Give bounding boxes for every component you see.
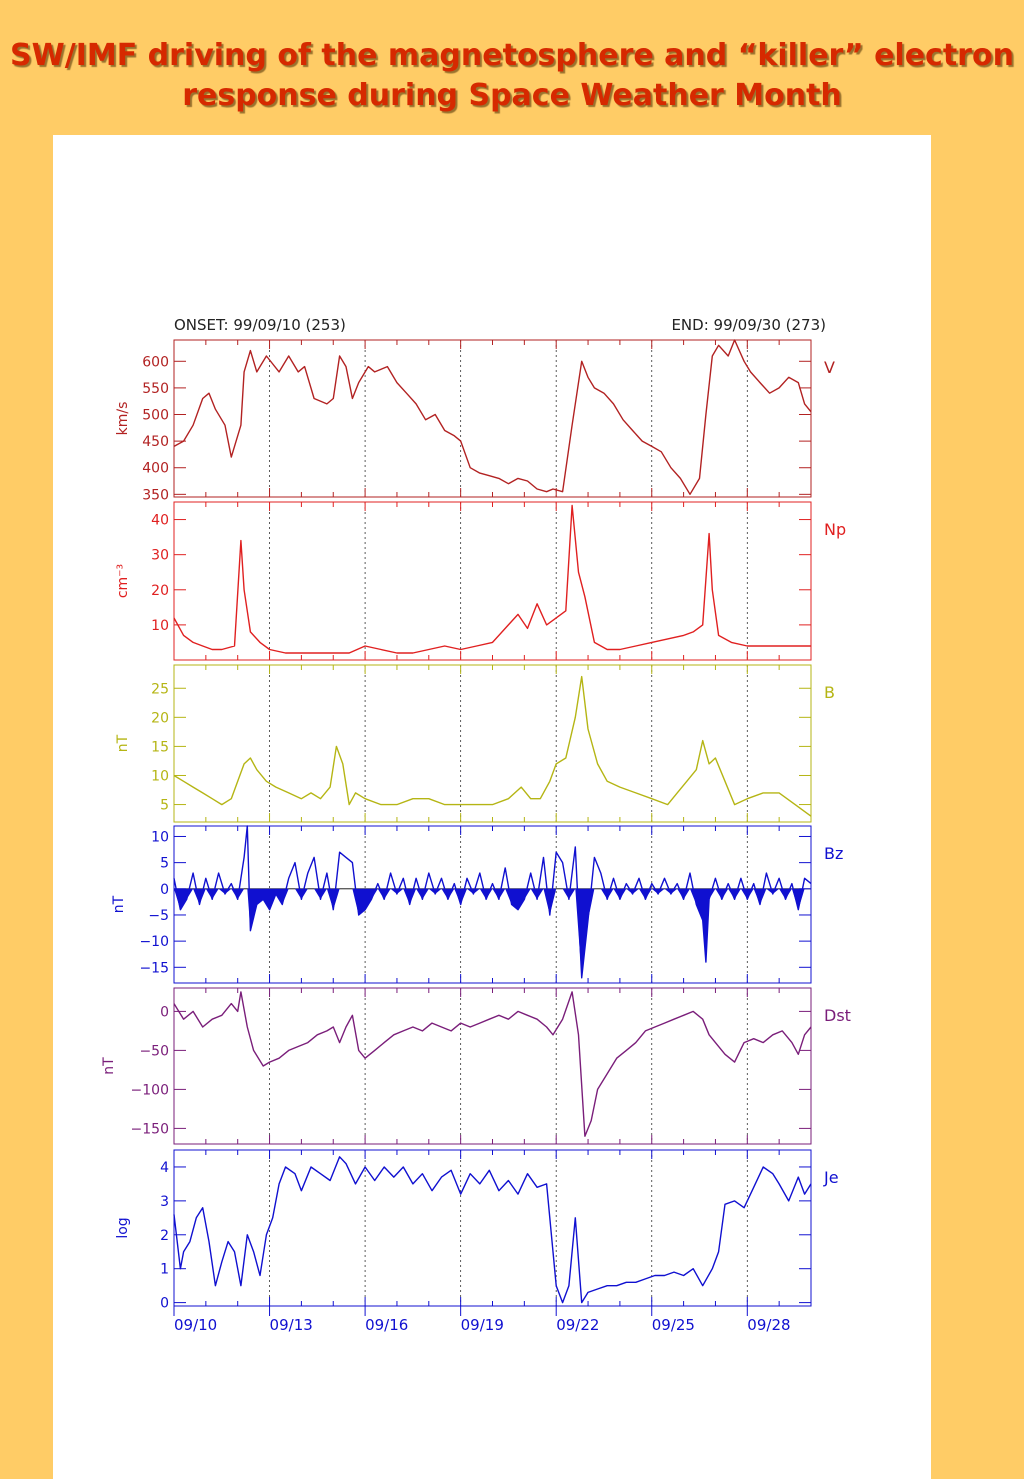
y-tick-label-V: 500 bbox=[142, 408, 169, 424]
y-tick-label-Np: 40 bbox=[151, 513, 169, 529]
title-line-1: SW/IMF driving of the magnetosphere and … bbox=[10, 38, 1014, 73]
y-axis-label-V: km/s bbox=[115, 402, 131, 436]
y-axis-label-Dst: nT bbox=[101, 1057, 117, 1075]
series-line-Bz bbox=[173, 825, 812, 979]
y-tick-label-Dst: −100 bbox=[131, 1082, 169, 1098]
y-tick-label-Bz: 0 bbox=[160, 882, 169, 898]
y-axis-label-B: nT bbox=[115, 734, 131, 752]
y-tick-label-Np: 20 bbox=[151, 583, 169, 599]
y-tick-label-V: 400 bbox=[142, 461, 169, 477]
panel-frame-Np bbox=[173, 501, 812, 661]
y-axis-label-Je: log bbox=[115, 1217, 131, 1238]
y-tick-label-Bz: −5 bbox=[148, 908, 169, 924]
panel-frame-Dst bbox=[173, 987, 812, 1145]
y-axis-label-Np: cm⁻³ bbox=[115, 564, 131, 598]
y-tick-label-B: 20 bbox=[151, 710, 169, 726]
y-tick-label-B: 15 bbox=[151, 739, 169, 755]
x-tick-label: 09/16 bbox=[365, 1316, 408, 1334]
series-name-Bz: Bz bbox=[824, 844, 843, 863]
x-tick-label: 09/13 bbox=[270, 1316, 313, 1334]
x-tick-label: 09/19 bbox=[461, 1316, 504, 1334]
y-tick-label-Bz: −10 bbox=[139, 934, 169, 950]
y-tick-label-B: 10 bbox=[151, 768, 169, 784]
y-tick-label-Bz: 10 bbox=[151, 829, 169, 845]
series-line-Np bbox=[173, 504, 811, 654]
y-tick-label-V: 600 bbox=[142, 354, 169, 370]
page-title: SW/IMF driving of the magnetosphere and … bbox=[0, 36, 1024, 116]
series-name-Je: Je bbox=[823, 1168, 839, 1187]
y-tick-label-Bz: −15 bbox=[139, 960, 169, 976]
x-tick-label: 09/25 bbox=[652, 1316, 695, 1334]
x-tick-label: 09/28 bbox=[747, 1316, 790, 1334]
x-tick-label: 09/10 bbox=[174, 1316, 217, 1334]
series-name-B: B bbox=[824, 683, 835, 702]
y-tick-label-Dst: −50 bbox=[139, 1043, 169, 1059]
y-tick-label-Np: 30 bbox=[151, 548, 169, 564]
y-tick-label-B: 25 bbox=[151, 681, 169, 697]
series-fill-Bz bbox=[174, 888, 811, 978]
y-tick-label-V: 350 bbox=[142, 487, 169, 503]
figure-panel bbox=[53, 135, 931, 1479]
y-tick-label-Je: 3 bbox=[160, 1194, 169, 1210]
y-tick-label-Je: 1 bbox=[160, 1262, 169, 1278]
y-axis-label-Bz: nT bbox=[111, 895, 127, 913]
y-tick-label-V: 550 bbox=[142, 381, 169, 397]
panel-frame-V bbox=[173, 339, 812, 498]
y-tick-label-Dst: 0 bbox=[160, 1004, 169, 1020]
y-tick-label-Je: 4 bbox=[160, 1160, 169, 1176]
y-tick-label-Dst: −150 bbox=[131, 1121, 169, 1137]
y-tick-label-Bz: 5 bbox=[160, 856, 169, 872]
series-line-B bbox=[173, 675, 812, 817]
title-line-2: response during Space Weather Month bbox=[182, 78, 842, 113]
y-tick-label-Je: 0 bbox=[160, 1296, 169, 1312]
series-line-Je bbox=[173, 1156, 812, 1304]
x-tick-label: 09/22 bbox=[556, 1316, 599, 1334]
series-line-Dst bbox=[173, 991, 812, 1137]
series-line-V bbox=[173, 339, 812, 495]
y-tick-label-V: 450 bbox=[142, 434, 169, 450]
series-name-Np: Np bbox=[824, 520, 846, 539]
panel-frame-B bbox=[173, 664, 812, 823]
y-tick-label-Np: 10 bbox=[151, 618, 169, 634]
series-name-V: V bbox=[824, 358, 835, 377]
y-tick-label-B: 5 bbox=[160, 798, 169, 814]
end-label: END: 99/09/30 (273) bbox=[671, 316, 826, 334]
series-name-Dst: Dst bbox=[824, 1006, 851, 1025]
y-tick-label-Je: 2 bbox=[160, 1228, 169, 1244]
onset-label: ONSET: 99/09/10 (253) bbox=[174, 316, 346, 334]
